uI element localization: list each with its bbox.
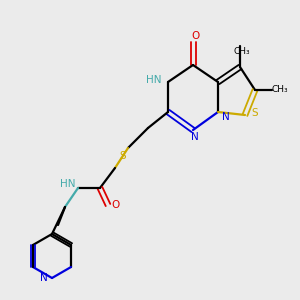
Text: S: S xyxy=(252,108,258,118)
Text: S: S xyxy=(120,151,126,161)
Text: CH₃: CH₃ xyxy=(272,85,288,94)
Text: N: N xyxy=(191,132,199,142)
Text: CH₃: CH₃ xyxy=(234,47,250,56)
Text: O: O xyxy=(112,200,120,210)
Text: HN: HN xyxy=(60,179,76,189)
Text: N: N xyxy=(222,112,230,122)
Text: O: O xyxy=(191,31,199,41)
Text: N: N xyxy=(40,273,48,283)
Text: HN: HN xyxy=(146,75,162,85)
